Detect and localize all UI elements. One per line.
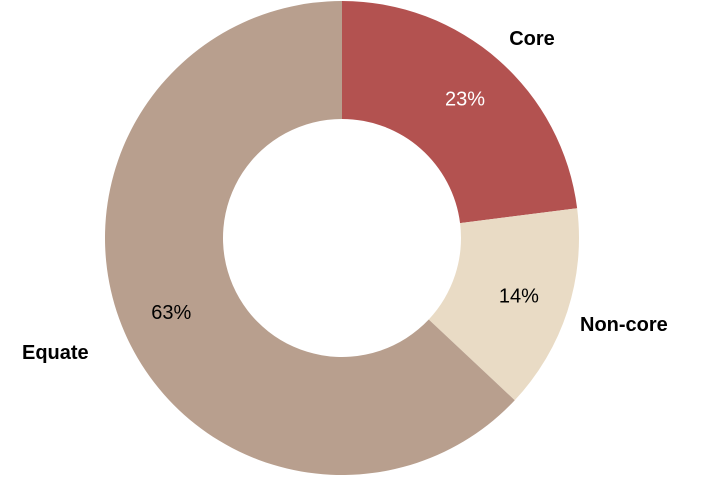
category-label-equate: Equate [22,342,89,364]
category-label-core: Core [509,28,555,50]
value-label-equate: 63% [151,302,191,324]
slices-layer [105,1,579,475]
slice-non-core [428,208,579,401]
value-label-non-core: 14% [499,285,539,307]
value-label-core: 23% [445,88,485,110]
slice-equate [105,1,515,475]
category-label-non-core: Non-core [580,314,668,336]
labels-layer: 23% Core 14% Non-core 63% Equate [22,28,668,364]
slice-core [342,1,578,224]
